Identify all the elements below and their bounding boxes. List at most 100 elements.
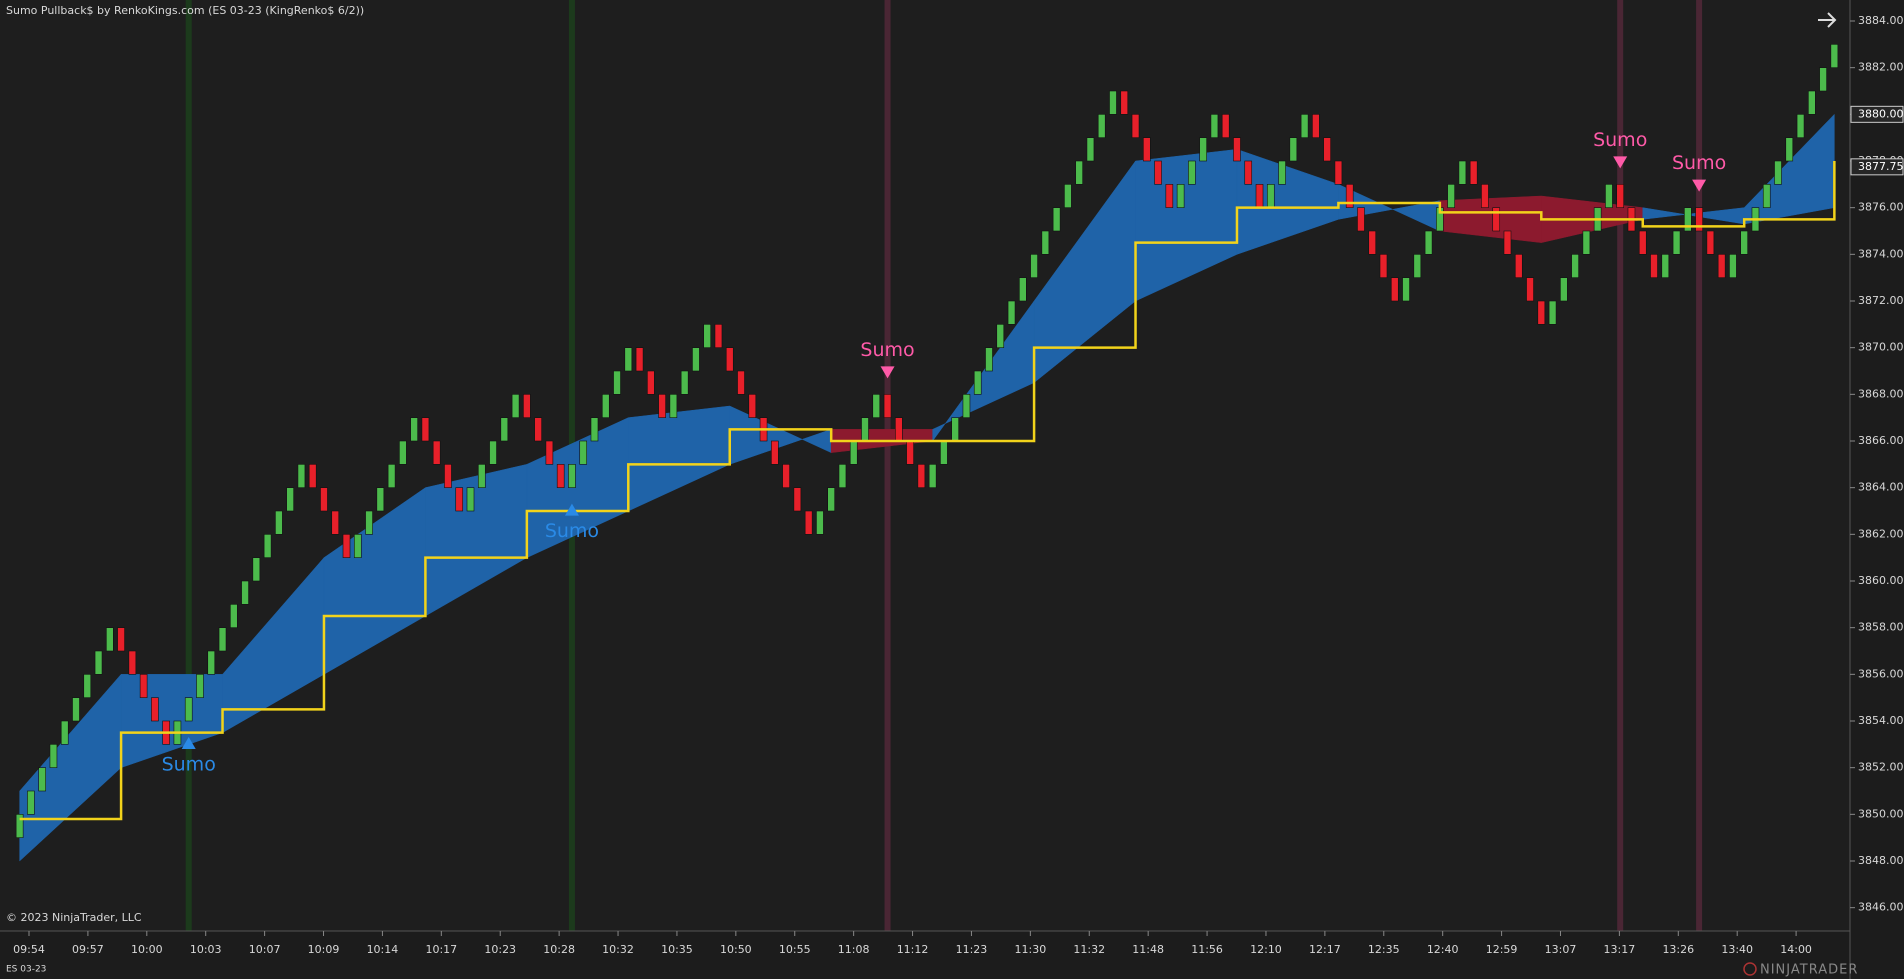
up-brick	[1300, 114, 1309, 138]
mid-line	[19, 161, 1836, 821]
up-brick	[1672, 230, 1681, 255]
down-brick	[1503, 230, 1512, 255]
down-brick	[432, 440, 441, 465]
x-tick-label: 12:40	[1427, 943, 1459, 956]
up-brick	[1266, 184, 1275, 208]
up-brick	[827, 487, 835, 512]
down-brick	[1165, 184, 1174, 208]
up-brick	[286, 487, 294, 512]
signal-band	[1617, 0, 1624, 931]
bricks	[15, 44, 1839, 838]
down-brick	[1131, 114, 1140, 138]
up-brick	[263, 534, 272, 558]
down-brick	[1334, 160, 1343, 185]
y-tick-label: 3876.00	[1858, 201, 1904, 214]
x-tick-label: 12:17	[1309, 943, 1341, 956]
signal-label: Sumo	[1593, 129, 1647, 151]
down-brick	[1357, 207, 1365, 232]
signal-arrow-down	[1692, 179, 1707, 192]
brand-text: NINJATRADER	[1760, 963, 1858, 978]
up-brick	[399, 440, 407, 465]
up-brick	[601, 394, 610, 418]
y-tick-label: 3868.00	[1858, 387, 1904, 400]
x-tick-label: 10:55	[779, 943, 811, 956]
price-marker	[1850, 105, 1904, 123]
up-brick	[568, 464, 576, 488]
up-brick	[928, 464, 937, 488]
up-brick	[489, 440, 497, 465]
up-brick	[1424, 230, 1433, 255]
up-brick	[1052, 207, 1061, 232]
signal-band	[185, 0, 192, 931]
x-tick-label: 11:48	[1132, 943, 1164, 956]
up-brick	[252, 557, 261, 582]
up-brick	[1030, 254, 1038, 278]
up-brick	[376, 487, 385, 512]
nav-arrow-icon[interactable]	[1818, 12, 1837, 28]
down-brick	[1154, 160, 1162, 185]
up-brick	[1041, 230, 1050, 255]
up-brick	[1830, 44, 1839, 68]
up-brick	[838, 464, 847, 488]
up-brick	[1729, 254, 1737, 278]
down-brick	[804, 510, 813, 535]
up-brick	[410, 417, 418, 442]
down-brick	[151, 697, 159, 722]
brand-icon	[1743, 962, 1757, 976]
up-brick	[1109, 90, 1117, 115]
up-brick	[353, 534, 362, 558]
up-brick	[27, 790, 35, 815]
signal-label: Sumo	[1672, 152, 1726, 174]
down-brick	[1233, 137, 1241, 162]
y-tick-label: 3882.00	[1858, 61, 1904, 74]
x-tick-label: 12:59	[1486, 943, 1518, 956]
x-tick-label: 13:40	[1721, 943, 1753, 956]
down-brick	[1120, 90, 1129, 115]
signal-arrow-up	[181, 737, 196, 749]
x-tick-label: 14:00	[1780, 943, 1812, 956]
ema-cloud	[19, 113, 1835, 862]
x-tick-label: 11:30	[1015, 943, 1047, 956]
up-brick	[511, 394, 520, 418]
down-brick	[1717, 254, 1726, 278]
up-brick	[692, 347, 700, 372]
up-brick	[1199, 137, 1207, 162]
x-tick-label: 11:23	[956, 943, 988, 956]
signal-band	[1696, 0, 1703, 931]
up-brick	[1740, 230, 1748, 255]
up-brick	[72, 697, 80, 722]
up-brick	[940, 440, 948, 465]
up-brick	[996, 324, 1005, 348]
y-tick-label: 3856.00	[1858, 667, 1904, 680]
up-brick	[230, 604, 238, 628]
down-brick	[455, 487, 464, 512]
down-brick	[647, 370, 655, 395]
signal-arrow-up	[564, 503, 579, 516]
down-brick	[883, 394, 892, 418]
up-brick	[1796, 114, 1805, 138]
down-brick	[1695, 207, 1703, 232]
up-brick	[1458, 160, 1467, 185]
down-brick	[1616, 184, 1624, 208]
down-brick	[1650, 254, 1658, 278]
down-brick	[545, 440, 554, 465]
down-brick	[917, 464, 926, 488]
down-brick	[1255, 184, 1264, 208]
x-tick-label: 13:26	[1662, 943, 1694, 956]
down-brick	[342, 534, 351, 558]
up-brick	[94, 650, 103, 675]
down-brick	[906, 440, 914, 465]
up-brick	[1086, 137, 1095, 162]
signal-arrow-down	[1613, 156, 1628, 169]
down-brick	[556, 464, 565, 488]
up-brick	[1097, 114, 1106, 138]
up-brick	[579, 440, 588, 465]
indicator-marks: Sumo Sumo Sumo Sumo Sumo	[19, 129, 1836, 821]
up-brick	[1289, 137, 1298, 162]
up-brick	[669, 394, 678, 418]
up-brick	[184, 697, 193, 722]
down-brick	[635, 347, 644, 372]
down-brick	[1244, 160, 1253, 185]
up-brick	[613, 370, 621, 395]
